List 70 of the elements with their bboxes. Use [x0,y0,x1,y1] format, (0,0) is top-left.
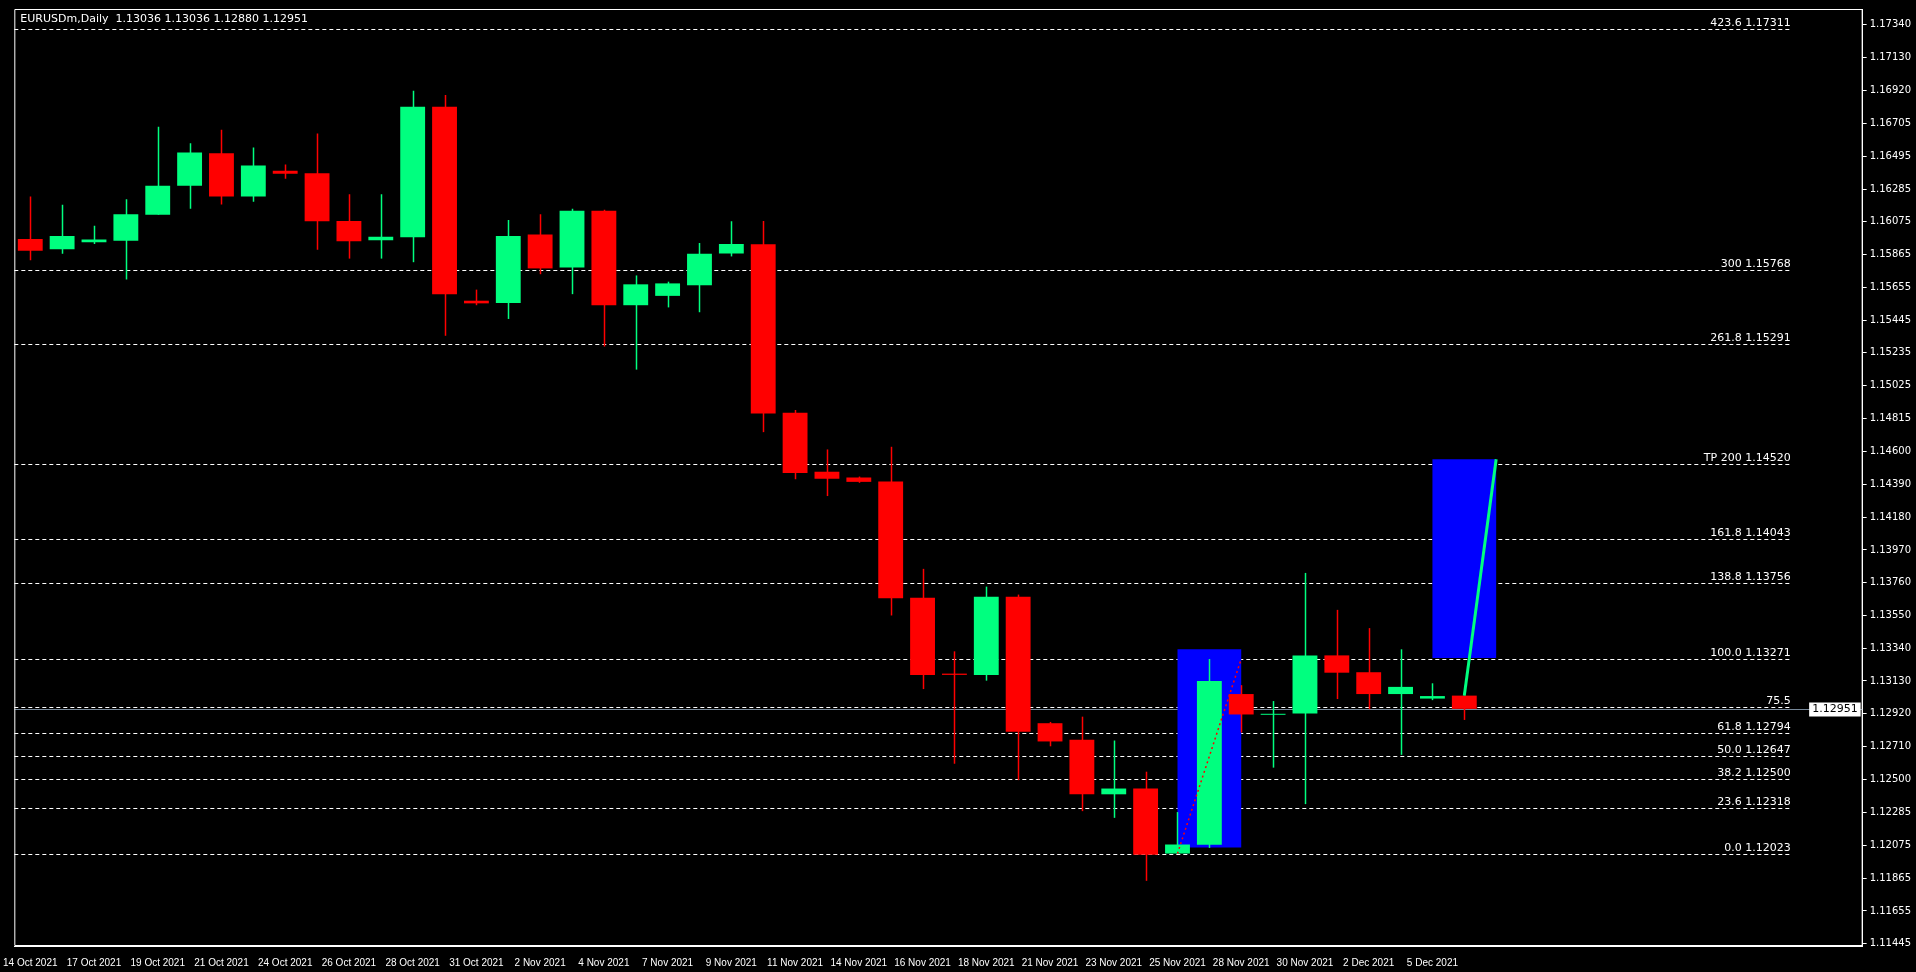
candlestick [814,448,840,497]
y-tick-label: 1.13970 [1869,543,1912,555]
y-tick-label: 1.14180 [1869,510,1912,522]
y-tick-label: 1.16705 [1869,117,1912,129]
x-tick-label: 28 Oct 2021 [385,956,441,968]
ref-line-label: TP 200 1.14520 [1702,450,1791,464]
x-tick-label: 2 Nov 2021 [514,956,567,968]
y-tick-label: 1.17130 [1869,50,1912,62]
x-tick-label: 2 Dec 2021 [1343,956,1395,968]
ref-line-label: 23.6 1.12318 [1717,794,1791,808]
y-tick-label: 1.11655 [1869,904,1912,916]
x-tick-label: 31 Oct 2021 [449,956,505,968]
y-tick-label: 1.15025 [1869,379,1912,391]
y-tick-label: 1.11445 [1869,937,1912,949]
y-tick-label: 1.16075 [1869,215,1912,227]
y-tick-label: 1.13550 [1869,609,1912,621]
y-tick-label: 1.17340 [1869,18,1912,30]
ref-line-label: 161.8 1.14043 [1710,525,1791,539]
x-tick-label: 19 Oct 2021 [130,956,186,968]
y-tick-label: 1.15445 [1869,313,1912,325]
candlestick [1260,700,1286,769]
ref-line-label: 1.12951 [1812,702,1858,716]
ref-line-label: 50.0 1.12647 [1717,742,1791,756]
y-tick-label: 1.11865 [1869,871,1912,883]
x-tick-label: 14 Oct 2021 [3,956,58,968]
x-tick-label: 21 Oct 2021 [194,956,250,968]
y-tick-label: 1.12285 [1869,806,1912,818]
y-tick-label: 1.13760 [1869,576,1912,588]
y-tick-label: 1.14600 [1869,445,1912,457]
x-tick-label: 30 Nov 2021 [1276,956,1334,968]
x-tick-label: 26 Oct 2021 [321,956,377,968]
y-tick-label: 1.15655 [1869,280,1912,292]
x-tick-label: 21 Nov 2021 [1021,956,1079,968]
ref-line-label: 0.0 1.12023 [1724,840,1791,854]
ref-line-label: 38.2 1.12500 [1717,765,1791,779]
y-tick-label: 1.12500 [1869,772,1912,784]
x-tick-label: 14 Nov 2021 [830,956,888,968]
x-tick-label: 16 Nov 2021 [894,956,952,968]
y-tick-label: 1.13340 [1869,641,1912,653]
x-tick-label: 25 Nov 2021 [1149,956,1207,968]
x-tick-label: 17 Oct 2021 [66,956,122,968]
y-tick-label: 1.13130 [1869,674,1912,686]
y-tick-label: 1.15865 [1869,248,1912,260]
x-tick-label: 7 Nov 2021 [642,956,694,968]
ref-line-label: 138.8 1.13756 [1710,569,1791,583]
x-tick-label: 23 Nov 2021 [1085,956,1143,968]
y-tick-label: 1.15235 [1869,346,1912,358]
annotation: 75.5 [1766,693,1791,707]
y-tick-label: 1.16285 [1869,182,1912,194]
x-tick-label: 24 Oct 2021 [257,956,313,968]
ref-line-label: 100.0 1.13271 [1710,645,1791,659]
ref-line-label: 61.8 1.12794 [1717,719,1791,733]
x-tick-label: 18 Nov 2021 [957,956,1016,968]
x-tick-label: 9 Nov 2021 [705,956,758,968]
y-tick-label: 1.16920 [1869,83,1912,95]
candlestick [1388,648,1413,756]
chart-title: EURUSDm,Daily 1.13036 1.13036 1.12880 1.12951 [20,12,308,26]
y-tick-label: 1.12075 [1869,839,1912,851]
x-tick-label: 28 Nov 2021 [1212,956,1271,968]
x-tick-label: 4 Nov 2021 [578,956,630,968]
y-tick-label: 1.14815 [1869,411,1912,423]
ref-line-label: 423.6 1.17311 [1710,15,1791,29]
ref-line-label: 261.8 1.15291 [1710,330,1791,344]
x-tick-label: 5 Dec 2021 [1406,956,1459,968]
y-tick-label: 1.12710 [1869,740,1912,752]
y-tick-label: 1.16495 [1869,149,1912,161]
ref-line-label: 300 1.15768 [1720,256,1791,270]
x-tick-label: 11 Nov 2021 [767,956,824,968]
y-tick-label: 1.12920 [1869,707,1912,719]
y-tick-label: 1.14390 [1869,478,1912,490]
